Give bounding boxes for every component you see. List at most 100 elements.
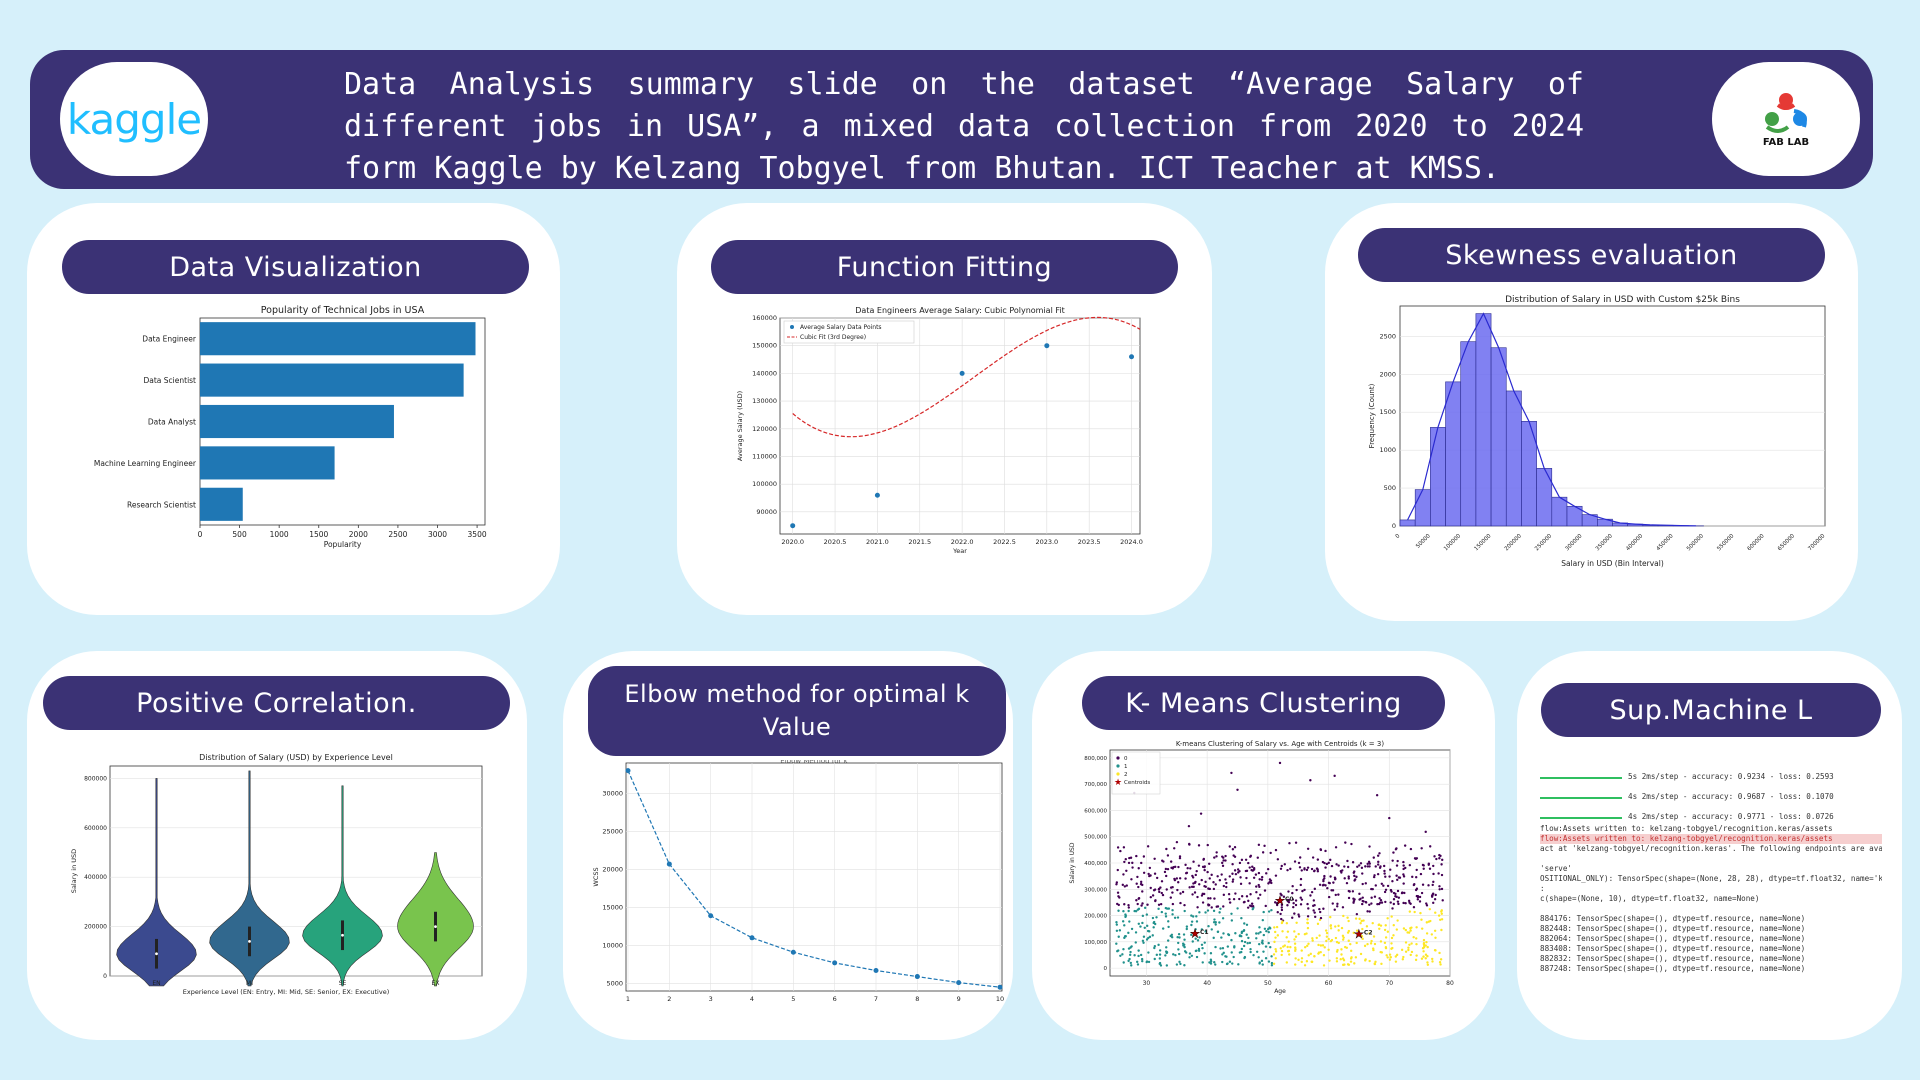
cluster-point xyxy=(1330,938,1334,942)
cluster-point xyxy=(1392,902,1396,906)
cluster-point xyxy=(1307,954,1310,957)
cluster-point xyxy=(1136,963,1140,966)
cluster-point xyxy=(1210,873,1213,877)
cluster-point xyxy=(1329,924,1332,928)
cluster-point xyxy=(1165,964,1169,967)
cluster-point xyxy=(1322,907,1325,910)
cluster-point xyxy=(1358,864,1361,867)
cluster-point xyxy=(1251,865,1254,868)
cluster-point xyxy=(1342,914,1345,918)
cluster-point xyxy=(1327,948,1330,951)
cluster-point xyxy=(1149,886,1152,890)
cluster-point xyxy=(1370,887,1373,891)
cluster-point xyxy=(1306,944,1309,948)
cluster-point xyxy=(1365,925,1369,928)
cluster-point xyxy=(1238,861,1242,865)
cluster-point xyxy=(1372,856,1375,859)
cluster-point xyxy=(1125,869,1128,872)
cluster-point xyxy=(1116,846,1120,849)
cluster-point xyxy=(1230,771,1233,775)
cluster-point xyxy=(1135,854,1138,858)
cluster-point xyxy=(1234,872,1238,876)
cluster-point xyxy=(1252,868,1256,871)
cluster-point xyxy=(1140,957,1144,961)
cluster-point xyxy=(1426,963,1430,966)
cluster-point xyxy=(1255,950,1259,953)
cluster-point xyxy=(1194,928,1197,931)
cluster-point xyxy=(1313,869,1316,872)
cluster-point xyxy=(1295,888,1298,892)
cluster-point xyxy=(1366,862,1369,866)
cluster-point xyxy=(1264,904,1267,908)
cluster-point xyxy=(1306,847,1310,850)
cluster-point xyxy=(1186,867,1189,870)
tick-label: 160000 xyxy=(752,314,777,322)
cluster-point xyxy=(1121,953,1124,956)
cluster-point xyxy=(1318,918,1322,922)
cluster-point xyxy=(1188,952,1192,955)
cluster-point xyxy=(1374,884,1377,887)
cluster-point xyxy=(1257,883,1260,887)
cluster-point xyxy=(1358,917,1361,921)
cluster-point xyxy=(1432,872,1435,876)
tick-label: 150000 xyxy=(1473,533,1492,552)
cluster-point xyxy=(1124,913,1127,916)
pill-svm: Sup.Machine L xyxy=(1541,683,1881,737)
cluster-point xyxy=(1361,899,1364,903)
cluster-point xyxy=(1141,902,1144,905)
cluster-point xyxy=(1247,899,1250,903)
chart-title: K-means Clustering of Salary vs. Age wit… xyxy=(1176,740,1384,748)
plot-frame xyxy=(779,317,1141,535)
cluster-point xyxy=(1189,867,1192,870)
cluster-point xyxy=(1361,927,1364,931)
cluster-point xyxy=(1231,848,1235,851)
cluster-point xyxy=(1388,816,1391,820)
cluster-point xyxy=(1430,895,1434,898)
cluster-point xyxy=(1329,927,1333,930)
cluster-point xyxy=(1151,894,1155,897)
cluster-point xyxy=(1361,902,1364,906)
cluster-point xyxy=(1333,908,1336,911)
tick-label: 2023.0 xyxy=(1035,538,1058,546)
cluster-point xyxy=(1350,842,1353,846)
cluster-point xyxy=(1274,874,1278,877)
cluster-point xyxy=(1287,940,1290,943)
cluster-point xyxy=(1383,872,1386,875)
cluster-point xyxy=(1153,946,1156,950)
cluster-point xyxy=(1379,865,1382,868)
cluster-point xyxy=(1123,903,1126,906)
cluster-point xyxy=(1178,855,1182,858)
cluster-point xyxy=(1145,938,1149,941)
cluster-point xyxy=(1280,917,1283,921)
cluster-point xyxy=(1122,961,1125,964)
cluster-point xyxy=(1438,951,1441,955)
cluster-point xyxy=(1316,922,1320,926)
cluster-point xyxy=(1321,944,1325,947)
cluster-point xyxy=(1422,938,1426,942)
cluster-point xyxy=(1203,952,1206,955)
cluster-point xyxy=(1337,864,1340,867)
chart-title: Distribution of Salary in USD with Custo… xyxy=(1505,295,1740,305)
cluster-point xyxy=(1336,902,1339,906)
hist-bar xyxy=(1475,313,1492,527)
cluster-point xyxy=(1184,877,1187,880)
tick-label: 1 xyxy=(626,995,630,1003)
cluster-point xyxy=(1195,915,1198,918)
cluster-point xyxy=(1373,895,1377,898)
cluster-point xyxy=(1297,861,1301,865)
cluster-point xyxy=(1139,882,1143,886)
cluster-point xyxy=(1299,903,1303,906)
cluster-point xyxy=(1409,847,1413,851)
cluster-point xyxy=(1137,922,1141,925)
cluster-point xyxy=(1258,926,1261,929)
tick-label: 70 xyxy=(1385,980,1393,987)
cluster-point xyxy=(1137,949,1140,952)
cluster-point xyxy=(1313,955,1316,958)
legend-box xyxy=(783,320,915,344)
elbow-point xyxy=(832,960,838,966)
cluster-point xyxy=(1286,930,1290,933)
cluster-point xyxy=(1119,849,1122,853)
cluster-point xyxy=(1396,900,1400,903)
cluster-point xyxy=(1297,913,1300,916)
cluster-point xyxy=(1171,902,1175,906)
